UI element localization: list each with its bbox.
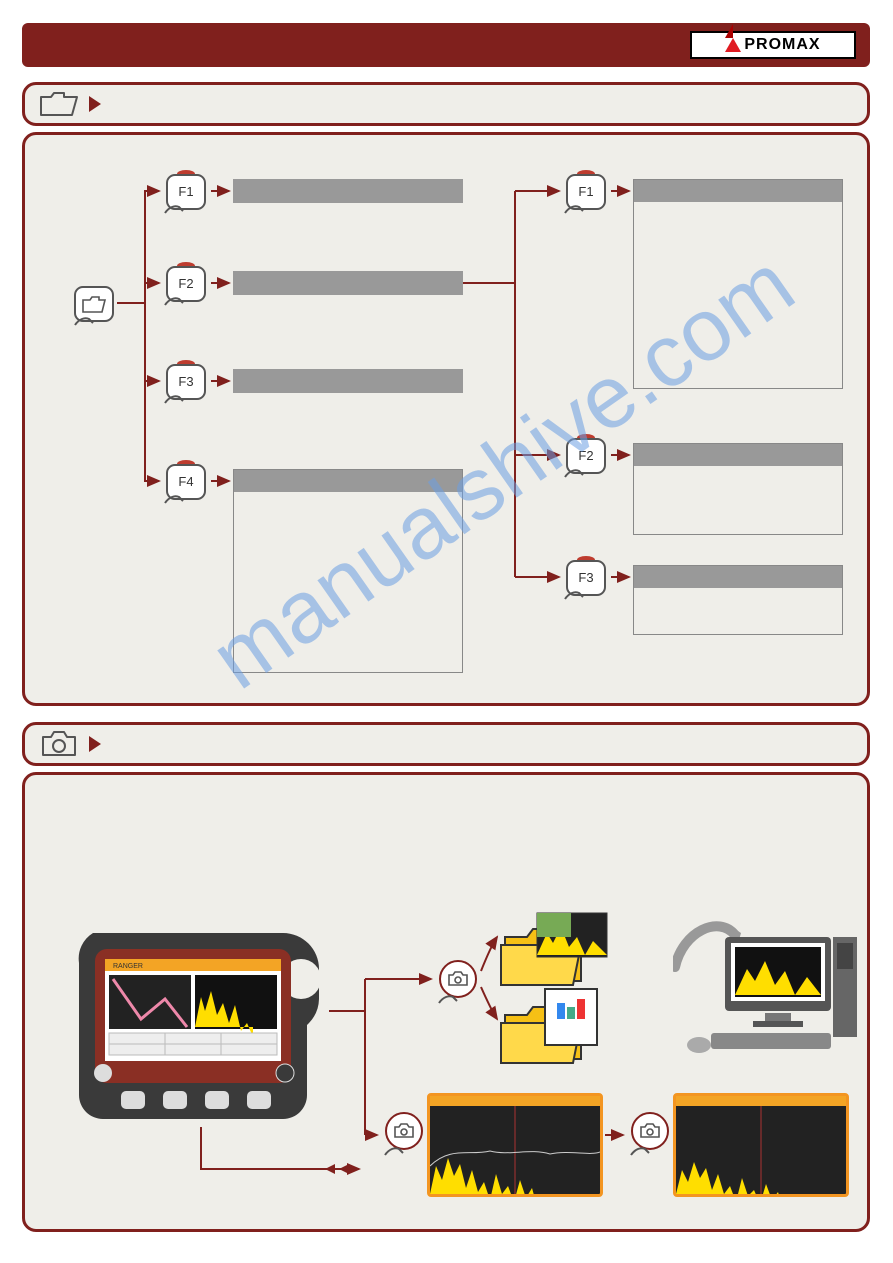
brand-name: PROMAX (744, 36, 820, 54)
camera-icon (39, 729, 79, 759)
panel-capture-body: RANGER (22, 772, 870, 1232)
capture-flow-arrows (25, 775, 873, 1235)
panel-installations-body: F1 F2 F3 F4 F1 F2 F3 (22, 132, 870, 706)
chevron-right-icon (89, 736, 101, 752)
panel-installations-header (22, 82, 870, 126)
logo-triangle-icon (725, 38, 741, 52)
brand-logo: PROMAX (690, 31, 856, 59)
folder-open-icon (39, 91, 79, 117)
panel-capture-header (22, 722, 870, 766)
flow-arrows (25, 135, 873, 709)
header-bar: PROMAX (22, 23, 870, 67)
chevron-right-icon (89, 96, 101, 112)
